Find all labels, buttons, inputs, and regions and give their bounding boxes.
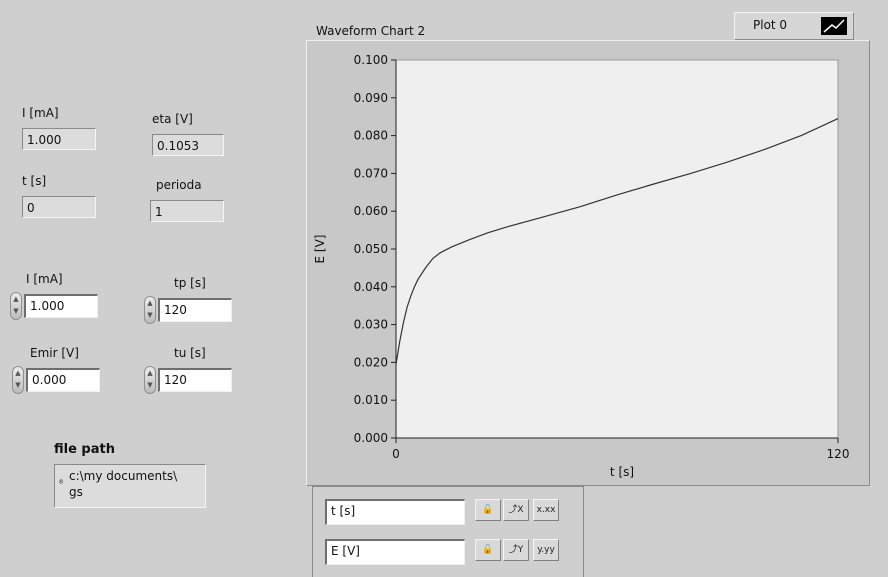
plot-legend-name: Plot 0 bbox=[753, 18, 788, 32]
file-path-line-2: gs bbox=[69, 485, 83, 499]
i-increment-decrement-arrows-icon[interactable]: ▲ ▼ bbox=[10, 292, 22, 320]
control-tu-input[interactable]: 120 bbox=[158, 368, 232, 392]
x-autoscale-button[interactable]: ⤴X bbox=[503, 499, 529, 521]
y-tick-label: 0.090 bbox=[354, 91, 388, 105]
y-tick-label: 0.040 bbox=[354, 280, 388, 294]
file-path-label: file path bbox=[54, 442, 115, 457]
indicator-eta-value: 0.1053 bbox=[152, 134, 224, 156]
chart-title: Waveform Chart 2 bbox=[316, 24, 426, 38]
scale-legend: t [s] 🔓 ⤴X x.xx E [V] 🔓 ⤴Y y.yy bbox=[312, 486, 584, 577]
control-emir-input[interactable]: 0.000 bbox=[26, 368, 100, 392]
indicator-t-label: t [s] bbox=[22, 174, 47, 188]
control-tp-label: tp [s] bbox=[174, 276, 206, 290]
x-format-button[interactable]: x.xx bbox=[533, 499, 559, 521]
plot-line-style-icon bbox=[821, 17, 847, 35]
file-path-indicator: ⁸ c:\my documents\ gs bbox=[54, 464, 206, 508]
indicator-i-value: 1.000 bbox=[22, 128, 96, 150]
y-tick-label: 0.020 bbox=[354, 355, 388, 369]
x-axis-label: t [s] bbox=[610, 465, 634, 479]
tu-increment-decrement-arrows-icon[interactable]: ▲ ▼ bbox=[144, 366, 156, 394]
y-tick-label: 0.010 bbox=[354, 393, 388, 407]
x-scale-name-field[interactable]: t [s] bbox=[325, 499, 465, 525]
plot-background bbox=[395, 59, 839, 439]
x-tick-label: 120 bbox=[827, 447, 850, 461]
control-tu-label: tu [s] bbox=[174, 346, 206, 360]
y-autoscale-button[interactable]: ⤴Y bbox=[503, 539, 529, 561]
file-path-line-1: c:\my documents\ bbox=[69, 469, 178, 483]
y-scale-lock-icon[interactable]: 🔓 bbox=[475, 539, 501, 561]
y-tick-label: 0.050 bbox=[354, 242, 388, 256]
y-tick-label: 0.070 bbox=[354, 166, 388, 180]
y-tick-label: 0.000 bbox=[354, 431, 388, 445]
plot-legend[interactable]: Plot 0 bbox=[734, 12, 854, 40]
control-i-label: I [mA] bbox=[26, 272, 63, 286]
y-format-button[interactable]: y.yy bbox=[533, 539, 559, 561]
chart-plot-area: 0.000 0.010 0.020 0.030 0.040 0.050 0.060 0.070… bbox=[313, 53, 850, 479]
y-tick-label: 0.030 bbox=[354, 318, 388, 332]
indicator-eta-label: eta [V] bbox=[152, 112, 193, 126]
control-i-input[interactable]: 1.000 bbox=[24, 294, 98, 318]
x-tick-label: 0 bbox=[392, 447, 400, 461]
series-line-plot-0 bbox=[395, 118, 839, 365]
indicator-t-value: 0 bbox=[22, 196, 96, 218]
y-tick-label: 0.100 bbox=[354, 53, 388, 67]
y-scale-name-field[interactable]: E [V] bbox=[325, 539, 465, 565]
indicator-perioda-value: 1 bbox=[150, 200, 224, 222]
y-axis-label: E [V] bbox=[313, 235, 327, 264]
tp-increment-decrement-arrows-icon[interactable]: ▲ ▼ bbox=[144, 296, 156, 324]
control-tp-input[interactable]: 120 bbox=[158, 298, 232, 322]
y-tick-label: 0.060 bbox=[354, 204, 388, 218]
y-tick-label: 0.080 bbox=[354, 129, 388, 143]
file-browse-icon: ⁸ bbox=[59, 479, 64, 490]
indicator-perioda-label: perioda bbox=[156, 178, 202, 192]
emir-increment-decrement-arrows-icon[interactable]: ▲ ▼ bbox=[12, 366, 24, 394]
control-emir-label: Emir [V] bbox=[30, 346, 79, 360]
indicator-i-label: I [mA] bbox=[22, 106, 59, 120]
x-scale-lock-icon[interactable]: 🔓 bbox=[475, 499, 501, 521]
